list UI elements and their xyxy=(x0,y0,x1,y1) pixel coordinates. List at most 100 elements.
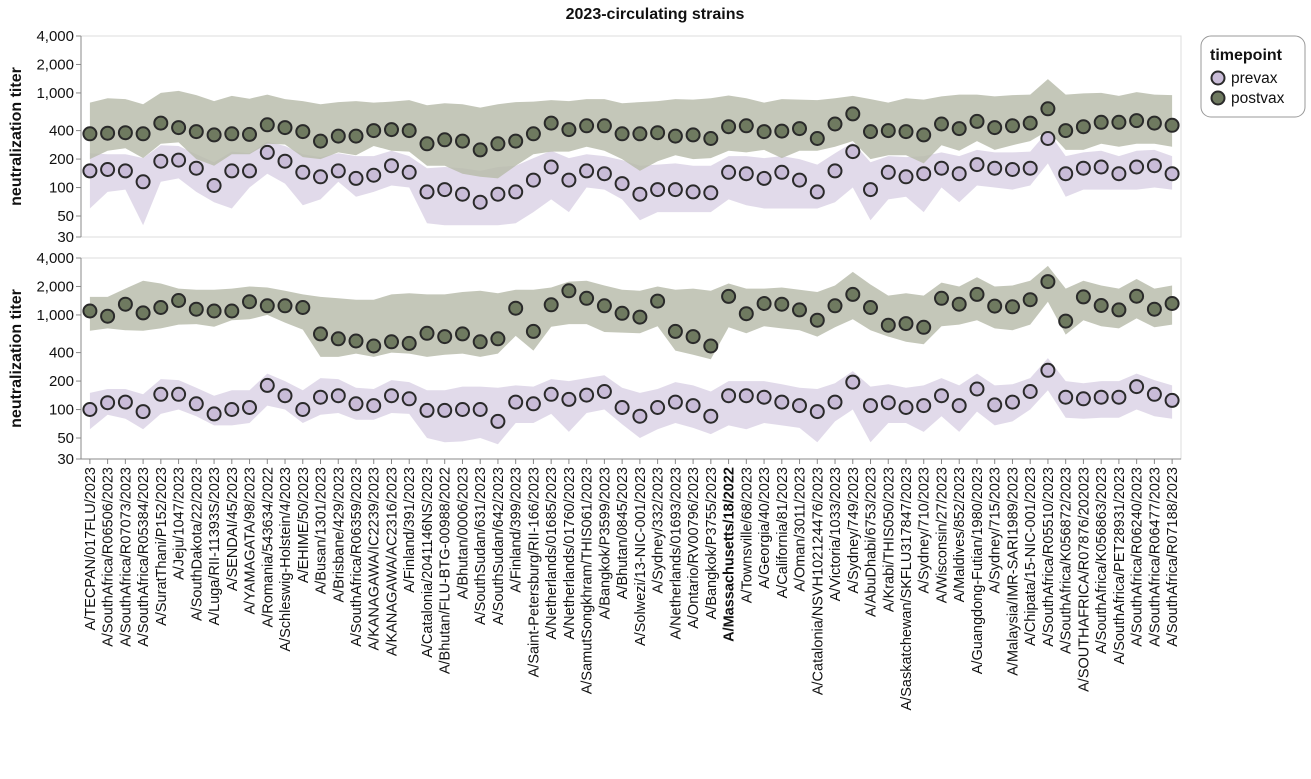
prevax-point xyxy=(82,163,98,179)
postvax-point xyxy=(135,305,151,321)
prevax-point xyxy=(632,186,648,202)
postvax-point xyxy=(543,297,559,313)
prevax-point xyxy=(1040,131,1056,146)
prevax-point xyxy=(472,402,488,417)
prevax-point xyxy=(987,397,1003,413)
x-tick-label: A/YAMAGATA/98/2023 xyxy=(243,467,259,615)
prevax-point xyxy=(508,184,524,200)
x-tick-label: A/SOUTHAFRICA/R07876/202023 xyxy=(1076,467,1092,692)
postvax-point xyxy=(845,286,861,302)
prevax-point xyxy=(437,182,453,198)
postvax-point xyxy=(1005,299,1020,315)
x-tick-label: A/Krabi/THIS050/2023 xyxy=(881,467,897,612)
postvax-point xyxy=(455,133,470,149)
postvax-point xyxy=(259,298,275,314)
prevax-point xyxy=(295,164,311,180)
x-tick-label: A/Schleswig-Holstein/4/2023 xyxy=(278,467,294,652)
postvax-point xyxy=(596,298,612,314)
prevax-point xyxy=(206,406,222,422)
postvax-point xyxy=(295,300,311,315)
prevax-point xyxy=(916,166,932,182)
prevax-point xyxy=(721,164,737,180)
x-tick-label: A/Bhutan/0845/2023 xyxy=(615,467,631,599)
prevax-point xyxy=(455,186,470,202)
postvax-point xyxy=(756,124,772,140)
postvax-point xyxy=(614,126,630,142)
x-tick-label: A/Bangkok/P3599/2023 xyxy=(597,467,613,619)
prevax-point xyxy=(543,386,559,402)
y-tick-label: 30 xyxy=(57,229,74,246)
y-tick-label: 2,000 xyxy=(36,56,74,73)
y-tick-label: 400 xyxy=(49,123,74,140)
x-tick-label: A/SouthAfrica/R06477/2023 xyxy=(1147,467,1163,647)
postvax-point xyxy=(987,120,1003,136)
prevax-point xyxy=(384,388,399,404)
x-tick-label: A/SouthAfrica/K056872/2023 xyxy=(1059,467,1075,654)
postvax-point xyxy=(916,319,932,335)
prevax-point xyxy=(667,182,683,198)
postvax-point xyxy=(135,126,151,142)
x-tick-label: A/Sydney/710/2023 xyxy=(917,467,933,594)
prevax-point xyxy=(632,408,648,424)
x-tick-label: A/SouthAfrica/R06240/2023 xyxy=(1130,467,1146,647)
postvax-point xyxy=(206,127,222,143)
y-axis-label: neutralization titer xyxy=(8,289,25,428)
prevax-point xyxy=(685,184,701,200)
postvax-point xyxy=(242,126,257,142)
prevax-point xyxy=(1146,386,1162,402)
y-axis-label: neutralization titer xyxy=(8,67,25,206)
prevax-point xyxy=(135,404,151,420)
prevax-point xyxy=(313,169,328,185)
prevax-point xyxy=(738,166,754,182)
prevax-point xyxy=(561,172,577,188)
prevax-point xyxy=(880,395,896,411)
prevax-point xyxy=(1005,394,1020,410)
postvax-point xyxy=(100,125,116,141)
prevax-point xyxy=(898,169,914,185)
prevax-point xyxy=(934,388,949,404)
postvax-point xyxy=(1146,115,1162,131)
prevax-point xyxy=(951,398,967,414)
postvax-point xyxy=(348,333,364,349)
x-tick-label: A/Maldives/852/2023 xyxy=(952,467,968,602)
postvax-point xyxy=(721,288,737,304)
prevax-point xyxy=(898,400,914,415)
x-tick-label: A/SouthAfrica/R06359/2023 xyxy=(349,467,365,647)
prevax-point xyxy=(401,164,417,180)
prevax-point xyxy=(1129,159,1145,175)
x-tick-label: A/Netherlands/01693/2023 xyxy=(668,467,684,640)
prevax-point xyxy=(934,160,949,176)
postvax-point xyxy=(437,132,453,148)
x-tick-label: A/Georgia/40/2023 xyxy=(757,467,773,589)
legend-label-postvax: postvax xyxy=(1231,90,1285,107)
x-tick-label: A/Netherlands/01760/2023 xyxy=(562,467,578,640)
x-tick-label: A/Malaysia/IMR-SARI1989/2023 xyxy=(1006,467,1022,676)
prevax-point xyxy=(969,157,985,173)
prevax-point xyxy=(863,398,878,414)
postvax-point xyxy=(863,300,878,315)
prevax-point xyxy=(525,172,541,188)
postvax-point xyxy=(703,338,719,354)
postvax-point xyxy=(1164,117,1180,133)
prevax-band xyxy=(89,131,1173,226)
x-tick-label: A/SouthAfrica/K056863/2023 xyxy=(1094,467,1110,654)
postvax-point xyxy=(490,331,506,347)
postvax-point xyxy=(863,124,878,140)
legend-marker-prevax xyxy=(1210,70,1226,86)
prevax-point xyxy=(295,402,311,417)
x-tick-label: A/SouthAfrica/R07188/2023 xyxy=(1165,467,1181,647)
prevax-point xyxy=(135,174,151,190)
prevax-point xyxy=(596,384,612,399)
postvax-point xyxy=(632,309,648,325)
postvax-point xyxy=(685,127,701,143)
postvax-point xyxy=(401,123,417,139)
x-tick-label: A/Saint-Petersburg/RII-166/2023 xyxy=(526,467,542,677)
postvax-point xyxy=(774,123,790,139)
postvax-point xyxy=(951,121,967,137)
x-tick-label: A/KANAGAWA/IC2239/2023 xyxy=(367,467,383,651)
postvax-point xyxy=(774,296,790,312)
postvax-point xyxy=(969,113,985,129)
prevax-point xyxy=(153,386,169,402)
prevax-point xyxy=(1075,391,1091,407)
postvax-point xyxy=(171,293,187,308)
